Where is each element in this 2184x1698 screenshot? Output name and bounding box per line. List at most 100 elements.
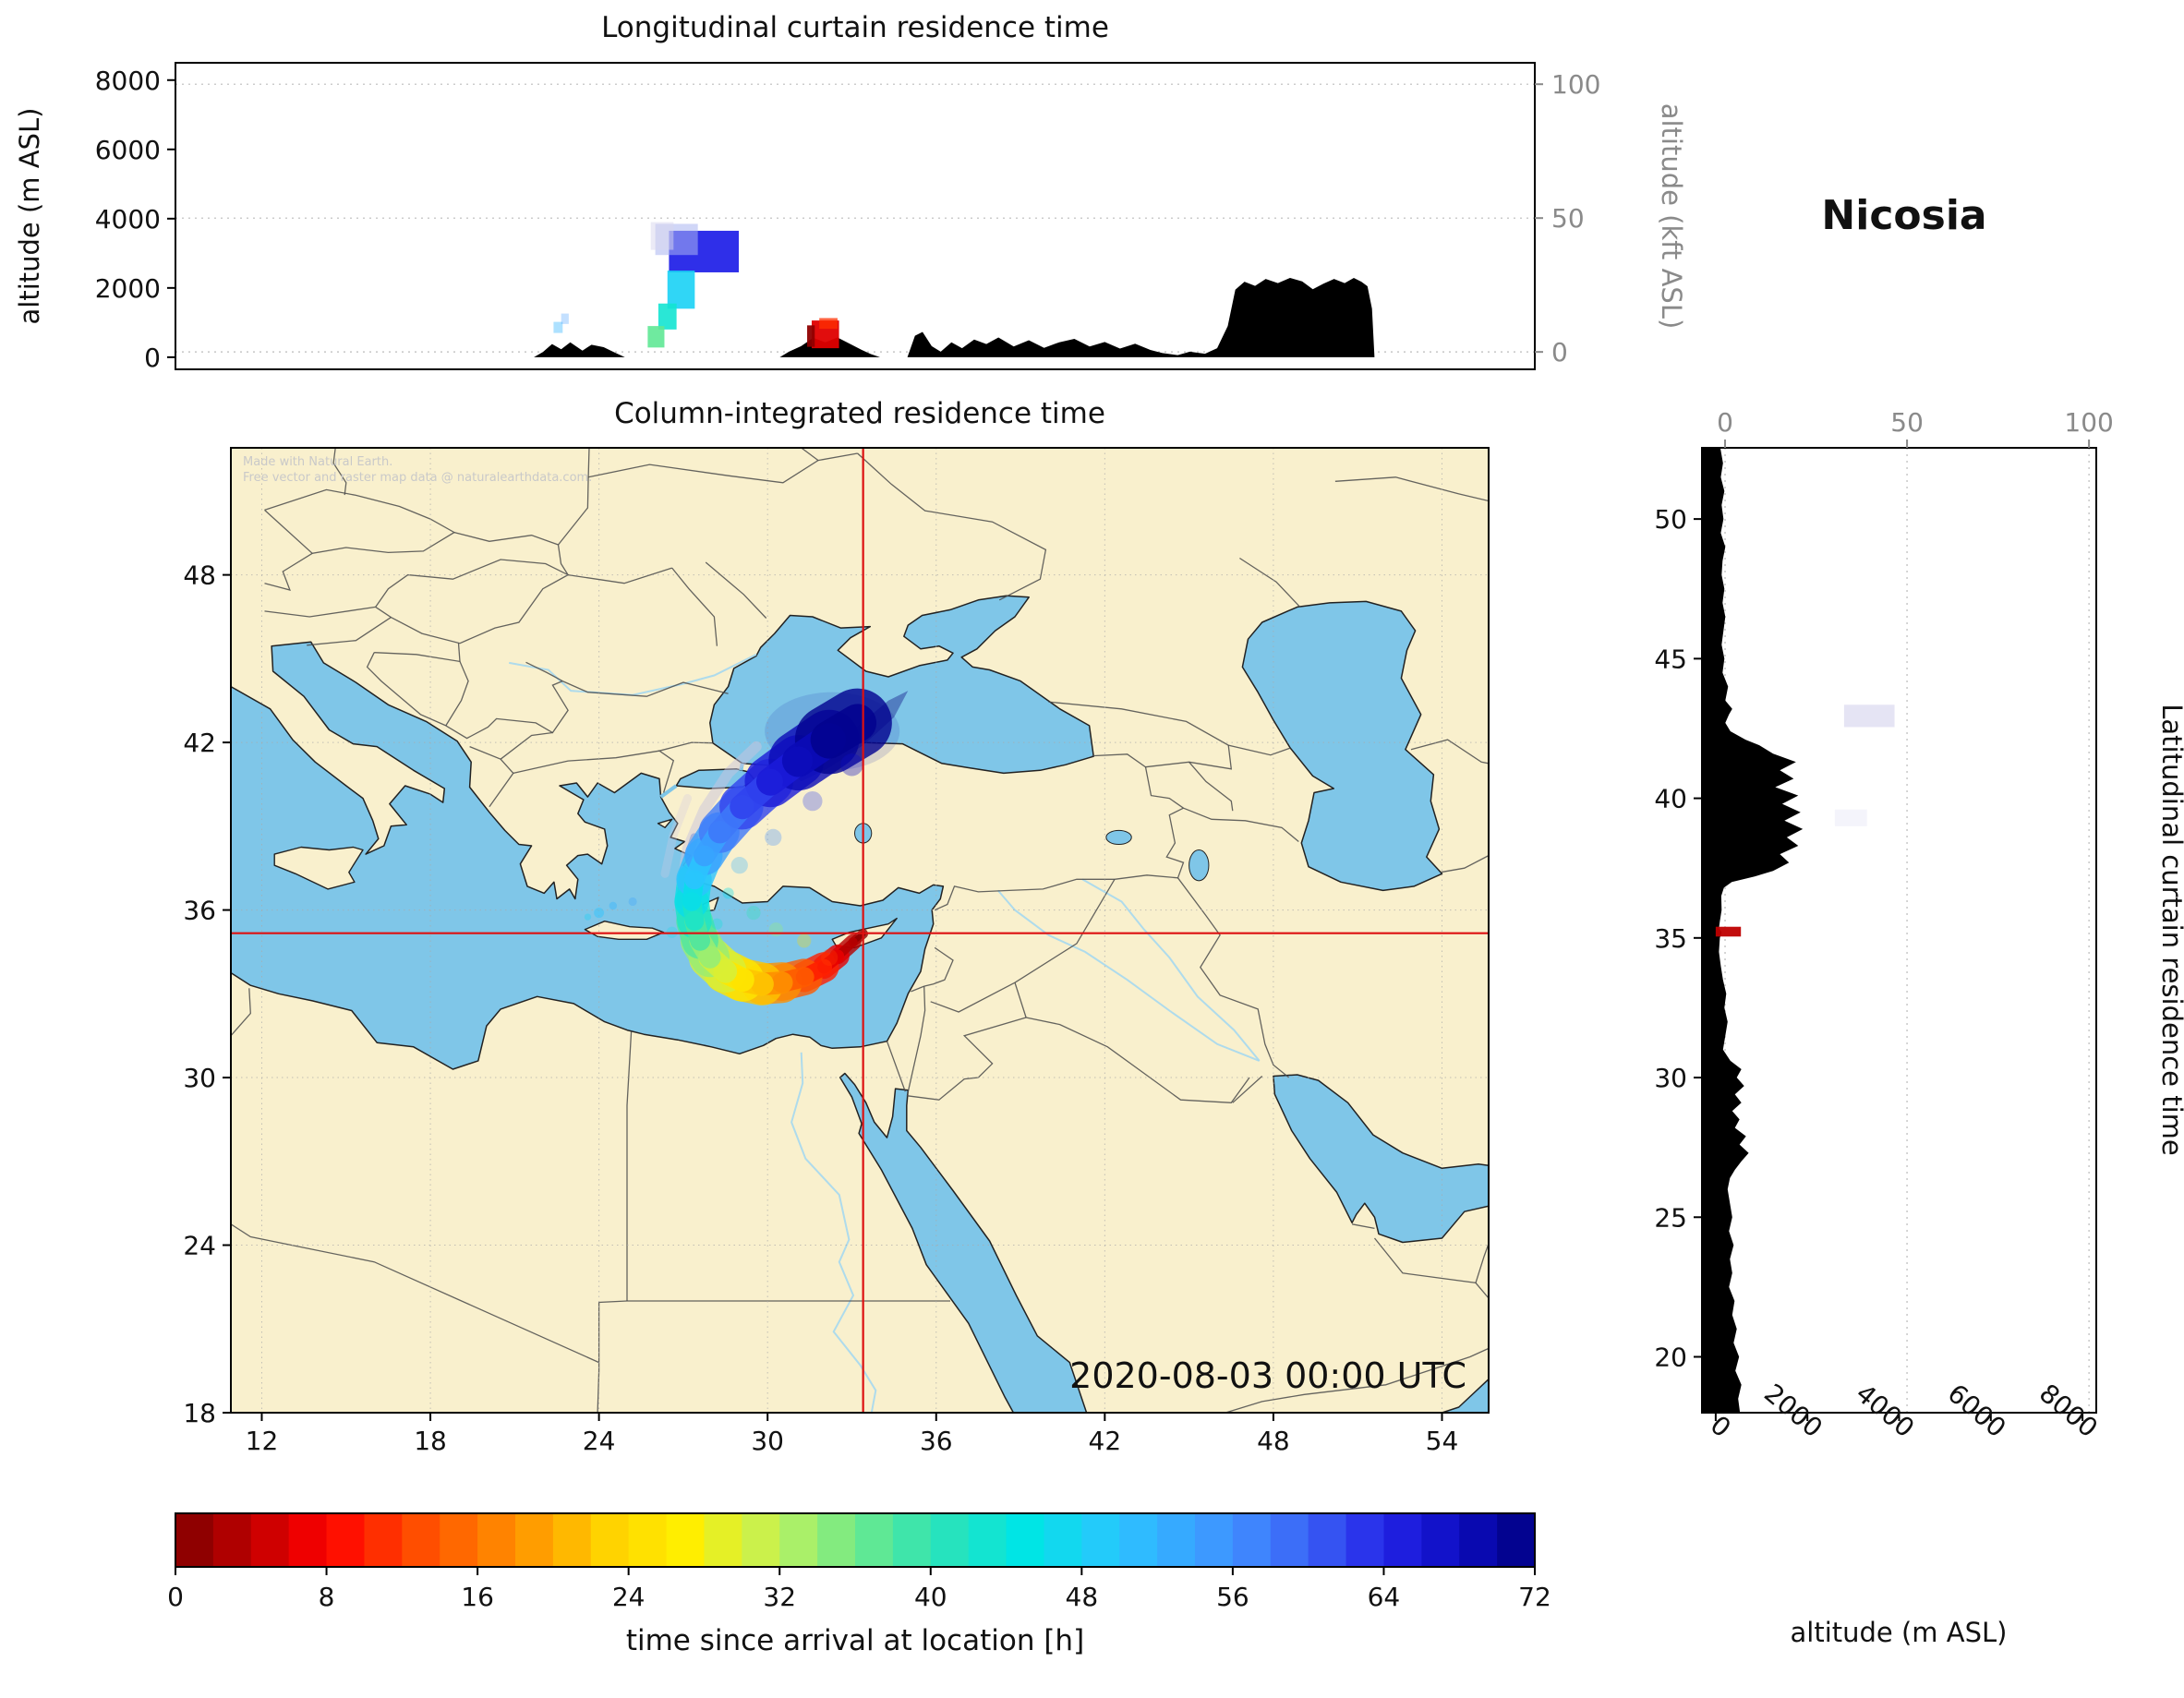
country-border (469, 745, 514, 808)
colorbar-segment (892, 1513, 932, 1567)
colorbar-segment (1044, 1513, 1082, 1567)
map-y-tick-label: 24 (183, 1231, 216, 1261)
colorbar-tick-label: 8 (319, 1582, 335, 1612)
country-border (1440, 855, 1489, 873)
plume-speckle (584, 913, 592, 921)
country-border (671, 567, 718, 646)
colorbar-segment (175, 1513, 214, 1567)
terrain-profile-longitude (175, 278, 1535, 357)
colorbar-segment (590, 1513, 630, 1567)
colorbar-frame (175, 1512, 1536, 1568)
top-left-tick-label: 0 (144, 343, 161, 373)
sea-caspian (1241, 600, 1443, 892)
colorbar-segment (1497, 1513, 1536, 1567)
right-panel-kft-tick-label: 100 (2064, 407, 2113, 438)
sea-mediterranean (231, 641, 945, 1070)
top-right-tick-label: 0 (1551, 337, 1568, 367)
trajectory-plume (584, 688, 909, 1006)
curtain-patch-latitude (1843, 704, 1895, 728)
map-x-tick-label: 48 (1257, 1426, 1290, 1456)
country-border (568, 567, 672, 584)
plume-speckle (628, 897, 637, 907)
curtain-patch-longitude (650, 222, 674, 250)
country-border (1145, 745, 1233, 770)
map-y-tick-label: 36 (183, 896, 216, 926)
country-border (1092, 753, 1184, 809)
colorbar-segment (704, 1513, 742, 1567)
top-panel-title: Longitudinal curtain residence time (601, 11, 1109, 44)
colorbar-tick-label: 72 (1518, 1582, 1551, 1612)
country-border (231, 988, 251, 1037)
country-border (857, 452, 1047, 601)
country-border (923, 946, 954, 987)
longitudinal-curtain-panel (175, 63, 1535, 369)
plume-speckle (609, 901, 618, 910)
country-border (930, 981, 1016, 1013)
map-y-tick-label: 42 (183, 728, 216, 758)
colorbar-tick-label: 24 (612, 1582, 646, 1612)
colorbar-segment (1195, 1513, 1234, 1567)
country-border (525, 661, 563, 682)
right-panel-lat-tick-label: 35 (1654, 923, 1687, 954)
top-panel-frame (175, 62, 1536, 370)
country-border (1334, 476, 1489, 502)
river (1081, 878, 1261, 1062)
plume-speckle (768, 922, 783, 937)
colorbar-segment (930, 1513, 970, 1567)
map-x-tick-label: 12 (246, 1426, 279, 1456)
map-y-tick-label: 18 (183, 1398, 216, 1428)
colorbar-segment (326, 1513, 366, 1567)
latitudinal-curtain-panel (1702, 448, 2096, 1413)
country-border (513, 750, 660, 775)
plume-filament (660, 794, 693, 878)
plume-speckle (722, 887, 734, 899)
map-panel (231, 448, 1489, 1413)
right-panel-lat-tick-label: 40 (1654, 784, 1687, 814)
sea-red-sea (839, 1072, 1088, 1413)
country-border (1225, 1347, 1489, 1413)
island-lesbos (657, 818, 673, 828)
map-frame (230, 447, 1490, 1414)
sea-persian-gulf (1273, 1074, 1489, 1244)
top-left-tick-label: 2000 (95, 273, 161, 304)
curtain-patch-longitude (658, 303, 677, 330)
colorbar-segment (1232, 1513, 1272, 1567)
colorbar-tick-label: 0 (167, 1582, 184, 1612)
country-border (587, 452, 858, 484)
country-border (705, 561, 767, 619)
country-border (1410, 739, 1489, 765)
static-labels: Longitudinal curtain residence time Colu… (14, 11, 2184, 1657)
country-border (557, 448, 590, 546)
right-panel-kft-tick-label: 50 (1890, 407, 1924, 438)
curtain-patch-longitude (667, 271, 695, 309)
country-border (886, 1041, 906, 1092)
colorbar-segment (402, 1513, 440, 1567)
curtain-patch-longitude (647, 326, 665, 348)
plume-speckle (821, 948, 839, 967)
station-name: Nicosia (1821, 192, 1986, 239)
river (996, 889, 1261, 1062)
map-x-tick-label: 36 (920, 1426, 953, 1456)
country-border (457, 643, 461, 662)
plume-speckle (730, 857, 748, 874)
curtain-patch-latitude (1834, 809, 1867, 826)
right-panel-lat-tick-label: 20 (1654, 1343, 1687, 1373)
country-border (264, 606, 376, 618)
map-x-tick-label: 24 (583, 1426, 616, 1456)
colorbar-segment (515, 1513, 554, 1567)
country-border (1183, 807, 1299, 843)
country-border (1025, 1017, 1250, 1103)
lake (1105, 829, 1132, 845)
island-sicily (273, 846, 364, 890)
colorbar-segment (250, 1513, 290, 1567)
country-border (500, 731, 553, 760)
terrain-profile-latitude (1702, 448, 1804, 1413)
sea-arabian (1441, 1378, 1489, 1413)
strait (659, 784, 678, 799)
country-border (801, 448, 819, 462)
colorbar-segment (1459, 1513, 1498, 1567)
plume-speckle (840, 753, 863, 777)
map-x-tick-label: 54 (1426, 1426, 1459, 1456)
colorbar-segment (742, 1513, 780, 1567)
curtain-patch-longitude (553, 321, 563, 333)
